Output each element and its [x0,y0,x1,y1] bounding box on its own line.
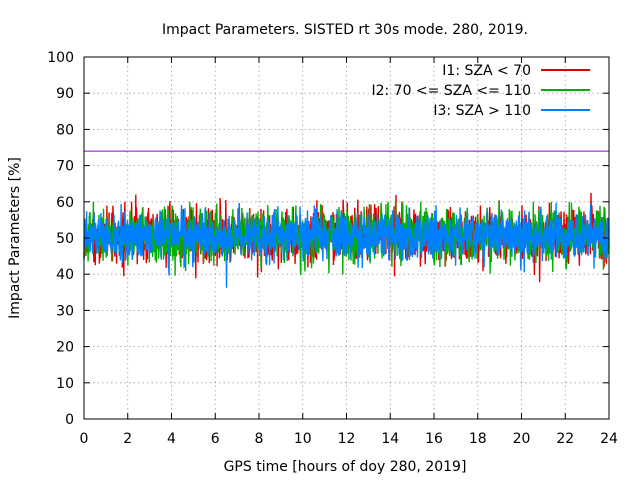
x-tick-label: 2 [123,431,132,447]
y-tick-label: 40 [56,267,74,283]
y-tick-label: 100 [47,50,74,66]
y-tick-label: 10 [56,376,74,392]
y-tick-label: 60 [56,195,74,211]
x-tick-label: 6 [211,431,220,447]
x-tick-label: 0 [80,431,89,447]
y-tick-label: 70 [56,159,74,175]
series-line-3 [83,202,610,288]
legend-label-2: I2: 70 <= SZA <= 110 [371,83,531,99]
x-tick-label: 24 [600,431,618,447]
x-tick-label: 12 [338,431,356,447]
x-tick-label: 18 [469,431,487,447]
y-axis-label: Impact Parameters [%] [7,157,23,319]
chart-title: Impact Parameters. SISTED rt 30s mode. 2… [162,22,528,38]
x-tick-label: 14 [381,431,399,447]
x-tick-label: 22 [556,431,574,447]
legend-label-1: I1: SZA < 70 [442,63,531,79]
y-tick-label: 30 [56,303,74,319]
series-group [83,192,610,288]
legend: I1: SZA < 70 I2: 70 <= SZA <= 110 I3: SZA … [371,63,590,119]
x-tick-label: 10 [294,431,312,447]
x-tick-label: 4 [167,431,176,447]
y-tick-label: 20 [56,340,74,356]
legend-label-3: I3: SZA > 110 [433,103,531,119]
y-tick-label: 90 [56,86,74,102]
x-tick-label: 8 [255,431,264,447]
x-tick-label: 16 [425,431,443,447]
y-tick-label: 50 [56,231,74,247]
y-tick-label: 80 [56,122,74,138]
y-tick-label: 0 [65,412,74,428]
x-axis-label: GPS time [hours of doy 280, 2019] [224,459,467,475]
x-tick-label: 20 [513,431,531,447]
